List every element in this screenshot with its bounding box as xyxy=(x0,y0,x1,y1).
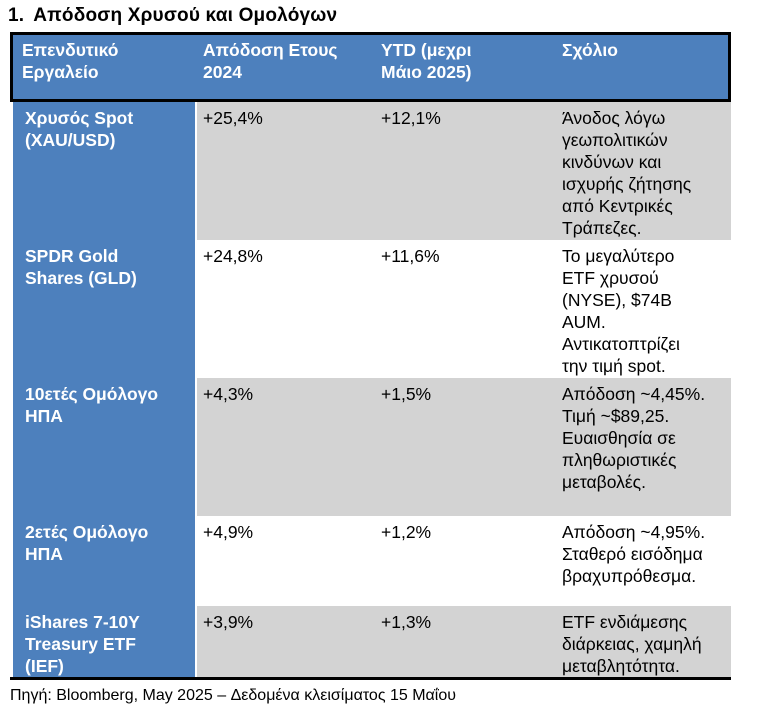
ytd-cell: +1,2% xyxy=(375,516,556,606)
column-header-instrument: Επενδυτικό Εργαλείο xyxy=(22,40,119,82)
ytd-cell: +1,5% xyxy=(375,378,556,516)
column-header-comment: Σχόλιο xyxy=(562,40,618,60)
return-2024-cell: +3,9% xyxy=(197,606,375,677)
comment-cell: Το μεγαλύτερο ETF χρυσού (NYSE), $74B AU… xyxy=(556,240,731,378)
instrument-cell: SPDR Gold Shares (GLD) xyxy=(13,240,197,378)
page-title: 1. Απόδοση Χρυσού και Ομολόγων xyxy=(8,5,760,26)
ytd-cell: +1,3% xyxy=(375,606,556,677)
comment-cell: Απόδοση ~4,45%. Τιμή ~$89,25. Ευαισθησία… xyxy=(556,378,731,516)
instrument-cell: iShares 7-10Y Treasury ETF (IEF) xyxy=(13,606,197,677)
table-row: 2ετές Ομόλογο ΗΠΑ +4,9% +1,2% Απόδοση ~4… xyxy=(10,516,731,606)
return-2024-cell: +24,8% xyxy=(197,240,375,378)
instrument-cell: 2ετές Ομόλογο ΗΠΑ xyxy=(13,516,197,606)
source-note: Πηγή: Bloomberg, May 2025 – Δεδομένα κλε… xyxy=(10,687,456,704)
table-header-row: Επενδυτικό Εργαλείο Απόδοση Ετους 2024 Y… xyxy=(10,32,731,102)
return-2024-cell: +4,9% xyxy=(197,516,375,606)
instrument-cell: Χρυσός Spot (XAU/USD) xyxy=(13,102,197,240)
table-row: iShares 7-10Y Treasury ETF (IEF) +3,9% +… xyxy=(10,606,731,677)
ytd-cell: +12,1% xyxy=(375,102,556,240)
title-text: Απόδοση Χρυσού και Ομολόγων xyxy=(33,5,338,26)
comment-cell: Απόδοση ~4,95%. Σταθερό εισόδημα βραχυπρ… xyxy=(556,516,731,606)
ytd-cell: +11,6% xyxy=(375,240,556,378)
comment-cell: Άνοδος λόγω γεωπολιτικών κινδύνων και ισ… xyxy=(556,102,731,240)
column-header-ytd: YTD (μεχρι Μάιο 2025) xyxy=(381,40,472,82)
returns-table: Επενδυτικό Εργαλείο Απόδοση Ετους 2024 Y… xyxy=(10,32,731,680)
comment-cell: ETF ενδιάμεσης διάρκειας, χαμηλή μεταβλη… xyxy=(556,606,731,677)
return-2024-cell: +4,3% xyxy=(197,378,375,516)
instrument-cell: 10ετές Ομόλογο ΗΠΑ xyxy=(13,378,197,516)
title-number: 1. xyxy=(8,5,25,26)
document-page: 1. Απόδοση Χρυσού και Ομολόγων Επενδυτικό… xyxy=(0,5,760,713)
table-row: Χρυσός Spot (XAU/USD) +25,4% +12,1% Άνοδ… xyxy=(10,102,731,240)
column-header-return-2024: Απόδοση Ετους 2024 xyxy=(203,40,338,82)
table-row: 10ετές Ομόλογο ΗΠΑ +4,3% +1,5% Απόδοση ~… xyxy=(10,378,731,516)
table-row: SPDR Gold Shares (GLD) +24,8% +11,6% Το … xyxy=(10,240,731,378)
return-2024-cell: +25,4% xyxy=(197,102,375,240)
